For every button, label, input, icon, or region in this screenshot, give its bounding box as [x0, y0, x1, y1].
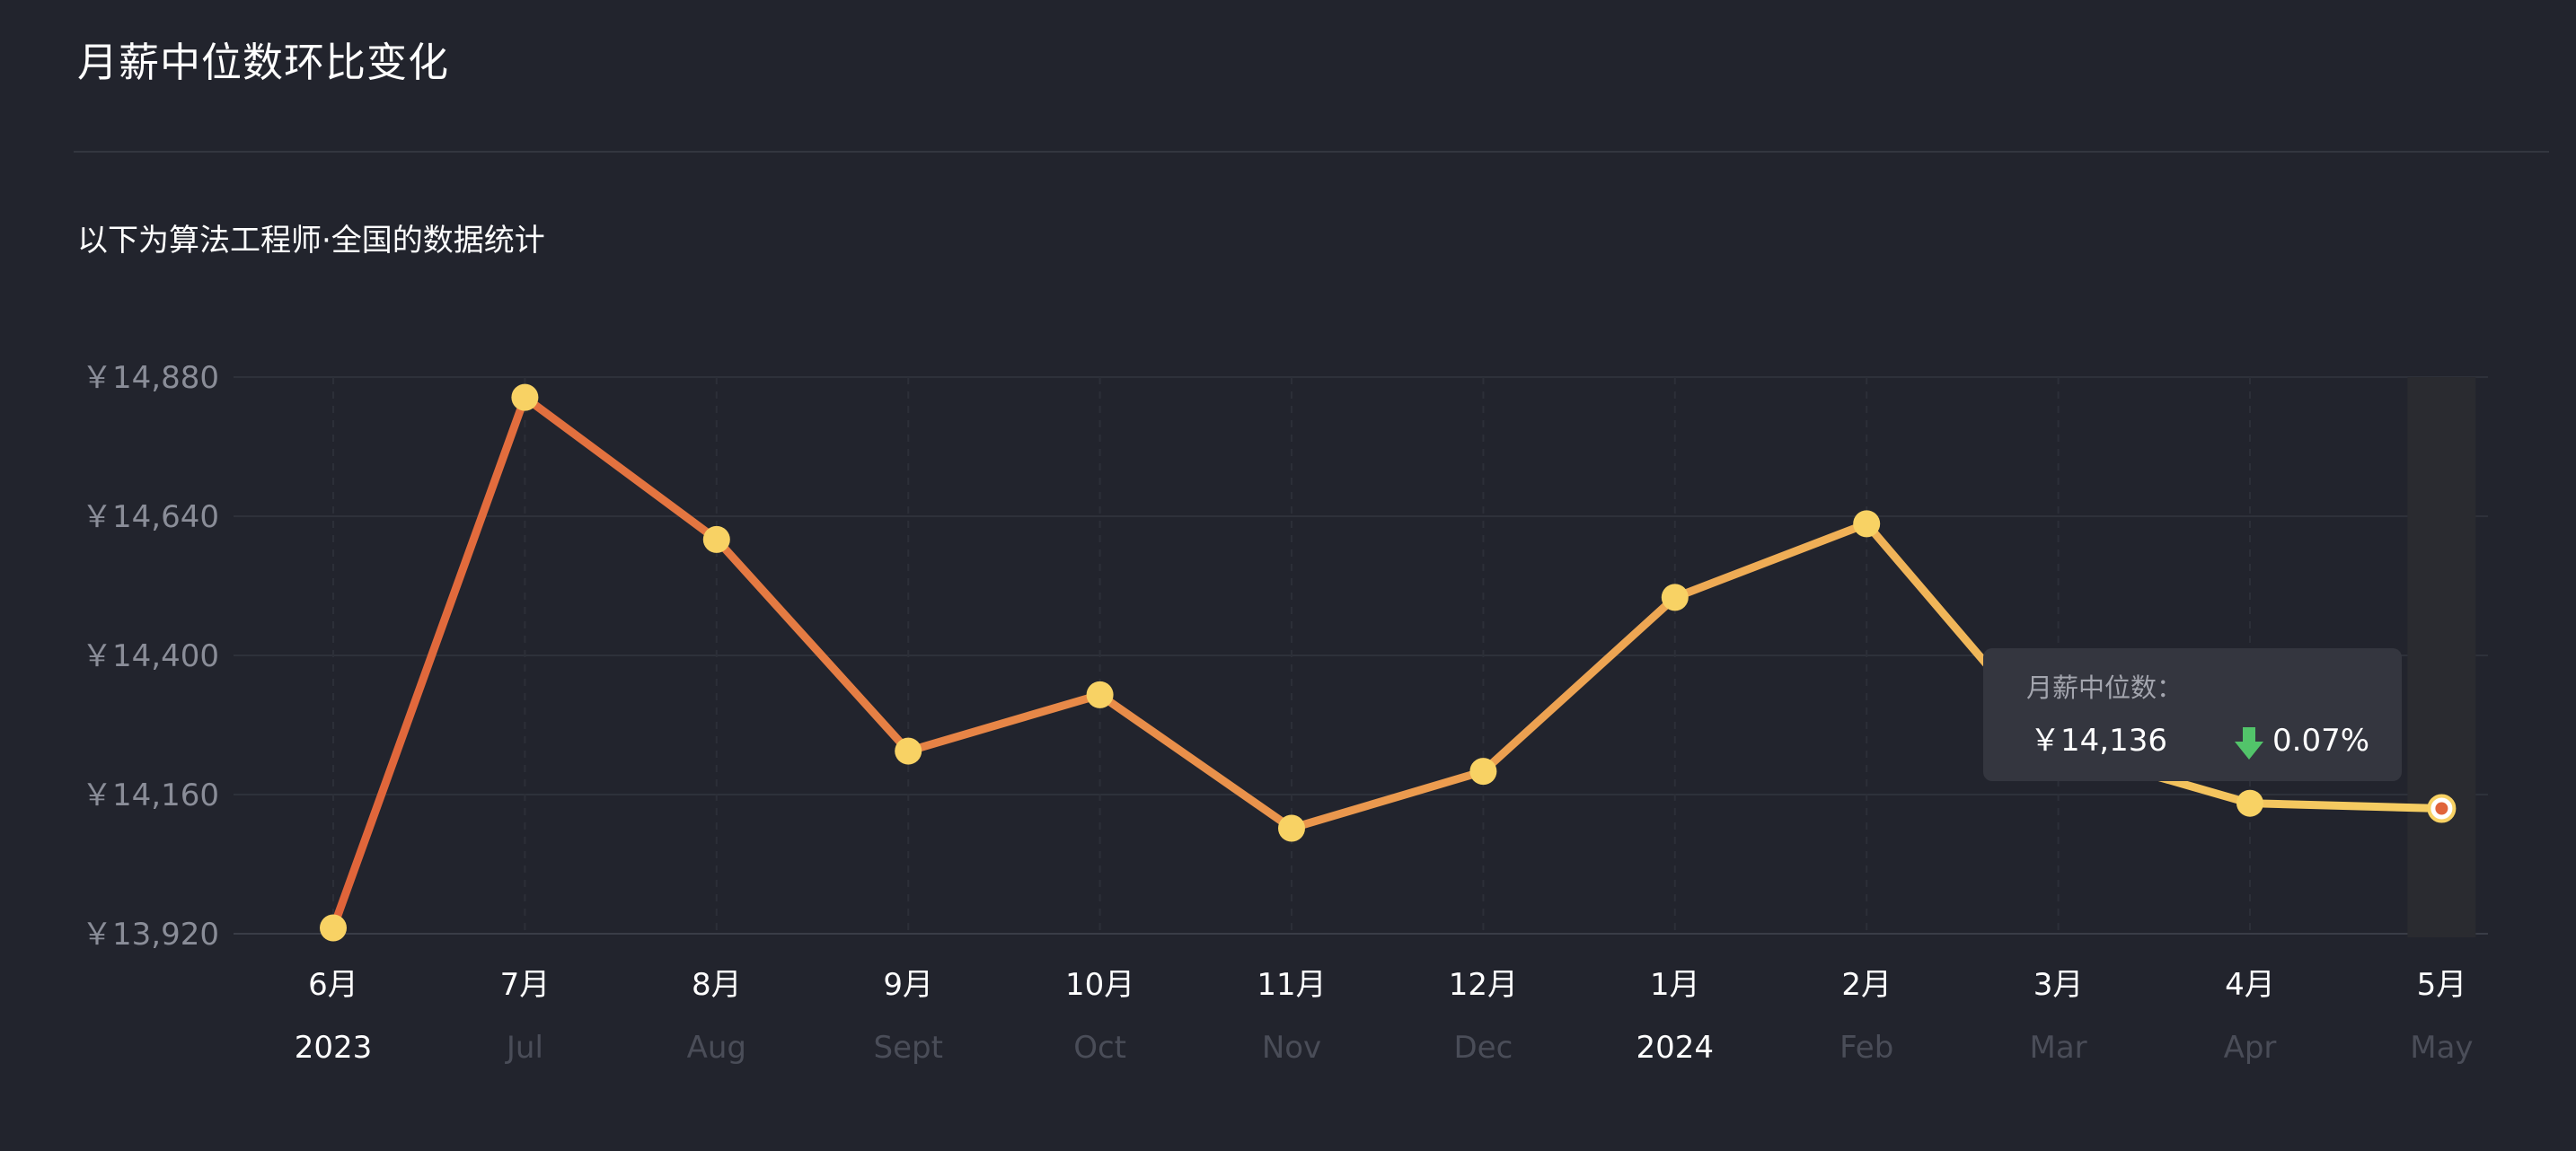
data-point: [895, 737, 922, 765]
tooltip-value: ￥14,136: [2030, 723, 2167, 759]
y-tick-label: ￥14,160: [82, 778, 219, 813]
data-point: [702, 525, 730, 553]
data-point: [1661, 584, 1689, 611]
x-tick-label: 11月: [1257, 967, 1326, 1003]
y-axis: ￥14,880 ￥14,640 ￥14,400 ￥14,160 ￥13,920: [82, 360, 219, 953]
y-tick-label: ￥14,400: [82, 638, 219, 674]
data-point: [511, 383, 539, 411]
x-tick-label: 1月: [1650, 967, 1700, 1003]
chart-subtitle: 以下为算法工程师·全国的数据统计: [77, 223, 545, 259]
data-point: [1853, 510, 1881, 538]
hover-highlight-layer: [2407, 377, 2476, 937]
tooltip-label: 月薪中位数：: [2026, 672, 2183, 703]
y-tick-label: ￥14,640: [82, 499, 219, 535]
x-tick-label: 7月: [500, 967, 551, 1003]
x-tick-label: 2月: [1841, 967, 1892, 1003]
x-tick-label: 9月: [883, 967, 933, 1003]
x-secondary-label: Apr: [2224, 1030, 2277, 1066]
x-tick-label: 3月: [2033, 967, 2084, 1003]
x-axis: 6月 2023 7月 Jul 8月 Aug 9月 Sept 10月 Oct 11月 Nov 12月 Dec…: [295, 967, 2474, 1066]
title-divider: [74, 151, 2549, 153]
x-year-label: 2024: [1636, 1030, 1715, 1066]
x-secondary-label: Dec: [1454, 1030, 1513, 1066]
x-tick-label: 4月: [2225, 967, 2275, 1003]
chart-tooltip: 月薪中位数： ￥14,136 0.07%: [1983, 648, 2402, 781]
x-tick-label: 12月: [1449, 967, 1518, 1003]
x-tick-label: 5月: [2417, 967, 2467, 1003]
down-arrow-icon: [2235, 727, 2263, 760]
data-point: [2236, 789, 2263, 817]
data-point: [1086, 681, 1114, 708]
hover-band: [2407, 377, 2476, 937]
x-secondary-label: Feb: [1839, 1030, 1893, 1066]
chart-title: 月薪中位数环比变化: [77, 39, 450, 86]
x-secondary-label: Sept: [873, 1030, 942, 1066]
x-tick-label: 10月: [1065, 967, 1134, 1003]
x-secondary-label: May: [2410, 1030, 2473, 1066]
y-tick-label: ￥14,880: [82, 360, 219, 396]
x-secondary-label: Mar: [2030, 1030, 2087, 1066]
x-secondary-label: Oct: [1073, 1030, 1126, 1066]
data-point: [1278, 814, 1305, 842]
tooltip-change: 0.07%: [2272, 723, 2370, 759]
y-tick-label: ￥13,920: [82, 917, 219, 953]
x-year-label: 2023: [295, 1030, 373, 1066]
x-secondary-label: Aug: [687, 1030, 746, 1066]
data-point: [320, 914, 347, 942]
data-point-active-center: [2435, 802, 2448, 815]
data-point: [1469, 758, 1497, 786]
x-secondary-label: Jul: [505, 1030, 543, 1066]
x-tick-label: 6月: [308, 967, 358, 1003]
x-tick-label: 8月: [692, 967, 742, 1003]
x-secondary-label: Nov: [1262, 1030, 1321, 1066]
